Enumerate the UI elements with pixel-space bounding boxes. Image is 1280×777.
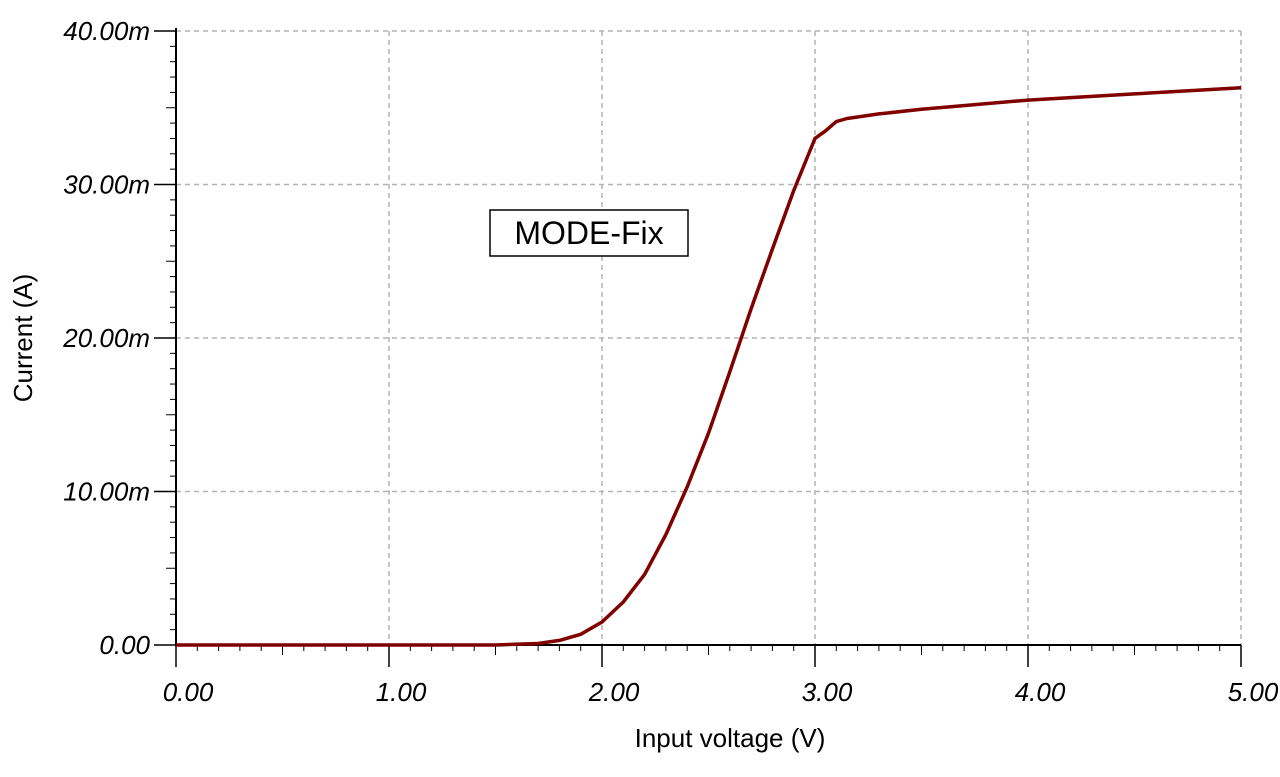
y-tick-label-3: 30.00m: [63, 170, 150, 200]
y-tick-label-4: 40.00m: [63, 16, 150, 46]
y-tick-label-2: 20.00m: [62, 323, 150, 353]
y-tick-labels: 0.00 10.00m 20.00m 30.00m 40.00m: [62, 16, 150, 660]
gridlines: [176, 30, 1242, 645]
series-line-current: [176, 86, 1242, 647]
x-tick-label-1: 1.00: [376, 677, 427, 707]
x-tick-label-2: 2.00: [588, 677, 640, 707]
y-tick-label-0: 0.00: [99, 630, 150, 660]
ticks: [154, 30, 1242, 667]
x-tick-labels: 0.00 1.00 2.00 3.00 4.00 5.00: [163, 677, 1279, 707]
mode-annotation: MODE-Fix: [489, 209, 689, 257]
x-axis-title: Input voltage (V): [635, 723, 826, 753]
x-tick-label-0: 0.00: [163, 677, 214, 707]
annotation-box: [489, 209, 689, 257]
x-tick-label-3: 3.00: [802, 677, 853, 707]
axes: [175, 28, 1241, 646]
x-tick-label-4: 4.00: [1015, 677, 1066, 707]
x-tick-label-5: 5.00: [1228, 677, 1279, 707]
y-tick-label-1: 10.00m: [63, 477, 150, 507]
y-axis-title: Current (A): [8, 274, 38, 403]
annotation-text: MODE-Fix: [514, 215, 663, 251]
